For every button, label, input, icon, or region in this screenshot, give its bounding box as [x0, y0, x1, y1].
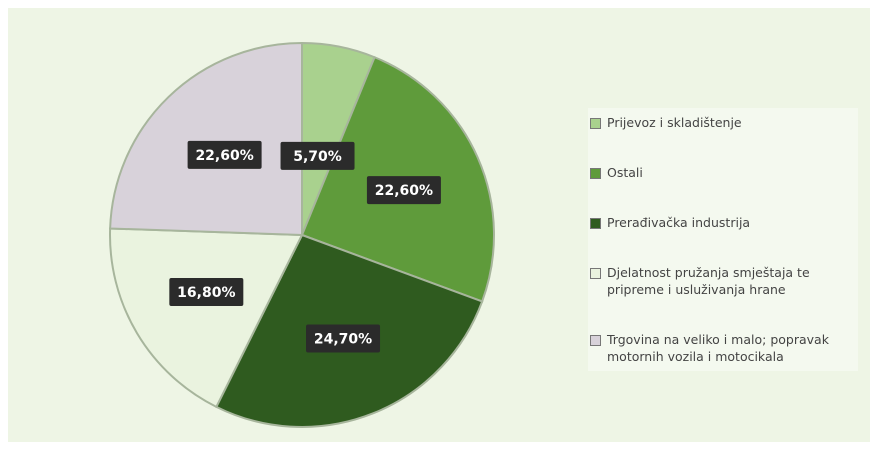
- legend-item: Prijevoz i skladištenje: [588, 114, 858, 131]
- legend-label: Trgovina na veliko i malo; popravak moto…: [607, 332, 829, 364]
- legend-label: Prerađivačka industrija: [607, 215, 751, 230]
- legend: Prijevoz i skladištenje Ostali Prerađivačk…: [588, 108, 858, 371]
- data-label: 22,60%: [195, 148, 253, 164]
- label-box: [187, 140, 262, 169]
- data-label: 24,70%: [314, 332, 372, 348]
- legend-item: Prerađivačka industrija: [588, 214, 858, 231]
- data-label: 5,70%: [293, 149, 342, 165]
- legend-swatch: [590, 268, 601, 279]
- data-label: 16,80%: [177, 285, 235, 301]
- legend-item: Trgovina na veliko i malo; popravak moto…: [588, 331, 858, 365]
- legend-swatch: [590, 335, 601, 346]
- legend-swatch: [590, 168, 601, 179]
- legend-item: Djelatnost pružanja smještaja te priprem…: [588, 264, 858, 298]
- legend-label: Ostali: [607, 165, 643, 180]
- label-box: [306, 324, 381, 353]
- legend-label: Prijevoz i skladištenje: [607, 115, 742, 130]
- label-box: [169, 277, 244, 306]
- label-box: [366, 176, 441, 205]
- legend-swatch: [590, 118, 601, 129]
- legend-swatch: [590, 218, 601, 229]
- data-label: 22,60%: [375, 183, 433, 199]
- pie-slice: [109, 227, 304, 409]
- pie-slice: [109, 41, 303, 237]
- legend-item: Ostali: [588, 164, 858, 181]
- label-box: [280, 141, 355, 170]
- legend-label: Djelatnost pružanja smještaja te priprem…: [607, 265, 810, 297]
